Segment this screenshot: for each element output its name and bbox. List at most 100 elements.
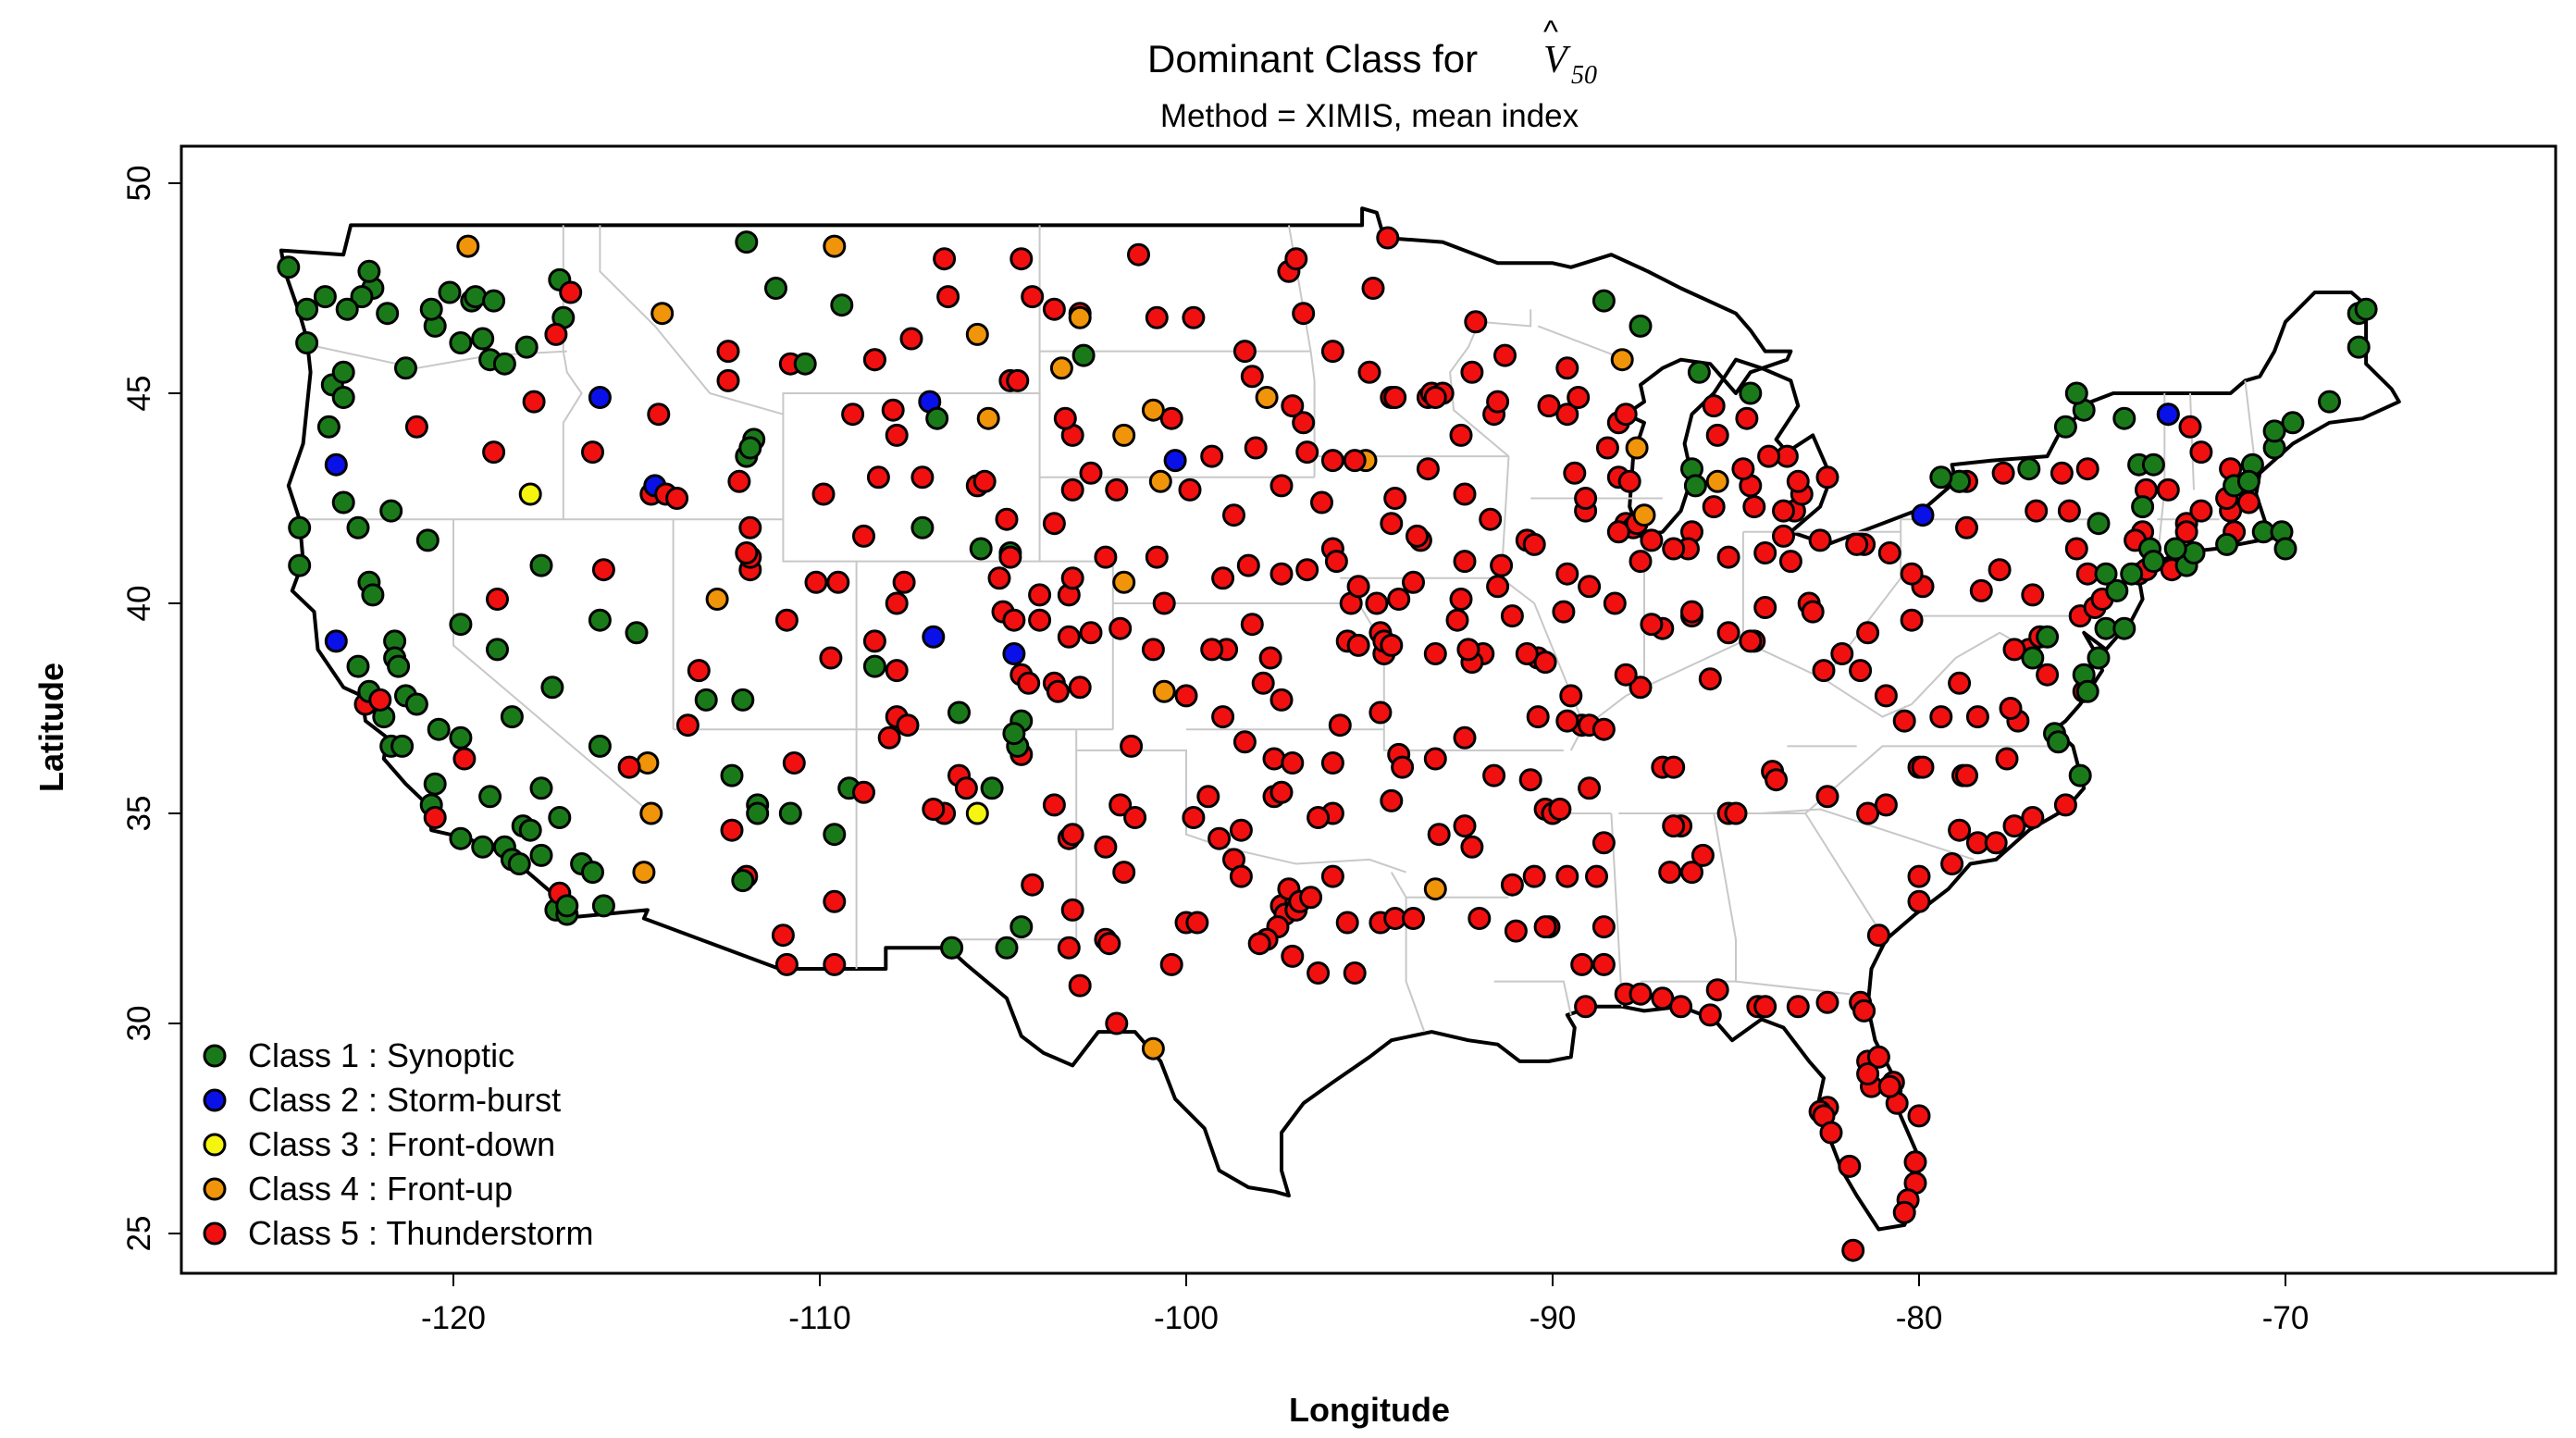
station-point [1595, 436, 1619, 460]
station-point [1017, 671, 1041, 695]
station-point [1504, 919, 1528, 943]
station-point [2236, 469, 2260, 493]
state-border [2189, 392, 2195, 490]
station-point [720, 763, 744, 787]
station-point [368, 688, 392, 712]
station-point [1900, 608, 1924, 632]
station-point [885, 591, 909, 615]
station-point [899, 327, 923, 351]
station-point [1680, 600, 1703, 624]
station-point [1346, 575, 1370, 599]
legend: Class 1 : Synoptic Class 2 : Storm-burst C… [203, 1036, 593, 1252]
station-point [1731, 457, 1755, 481]
station-point [1320, 449, 1344, 473]
station-point [1574, 995, 1598, 1019]
station-point [896, 713, 920, 738]
station-point [1555, 709, 1579, 733]
station-point [2057, 499, 2081, 523]
station-point [1423, 747, 1447, 771]
state-border [1493, 980, 1572, 1016]
station-point [1284, 247, 1308, 271]
station-point [2050, 461, 2074, 485]
station-point [1965, 705, 1989, 729]
station-point [940, 936, 964, 960]
station-point [1468, 907, 1492, 930]
station-point [1255, 386, 1279, 409]
station-point [877, 725, 901, 750]
station-point [2318, 390, 2341, 414]
station-point [1009, 915, 1034, 939]
station-point [1182, 806, 1206, 829]
station-point [2354, 297, 2378, 321]
station-point [478, 785, 502, 809]
station-point [1105, 477, 1129, 502]
chart-subtitle: Method = XIMIS, mean index [1160, 98, 1579, 134]
station-point [1724, 801, 1748, 825]
station-point [507, 852, 531, 875]
station-point [518, 482, 542, 506]
station-point [1522, 864, 1546, 888]
station-point [1258, 646, 1282, 670]
chart-title-hat: ^ [1543, 15, 1558, 50]
station-point [1877, 541, 1901, 564]
station-point [1002, 722, 1026, 746]
station-point [529, 553, 553, 577]
station-point [1548, 798, 1572, 821]
station-point [438, 280, 462, 304]
station-point [735, 541, 759, 564]
station-point [1112, 423, 1136, 447]
x-tick-label: -120 [421, 1300, 486, 1336]
station-point [1057, 936, 1081, 960]
station-point [1955, 763, 1978, 787]
state-border [944, 729, 1078, 941]
station-point [1229, 818, 1253, 842]
x-tick-label: -70 [2262, 1300, 2310, 1336]
station-point [632, 861, 656, 885]
x-axis-label: Longitude [1289, 1391, 1450, 1429]
station-point [2347, 335, 2371, 359]
station-point [1559, 684, 1583, 708]
station-point [1006, 368, 1030, 392]
station-point [1838, 1154, 1862, 1178]
station-point [774, 608, 799, 632]
station-point [2036, 625, 2060, 649]
station-point [2178, 415, 2202, 439]
station-point [1236, 553, 1260, 577]
station-point [1324, 550, 1348, 574]
state-border [1186, 728, 1564, 751]
legend-marker [203, 1133, 227, 1157]
state-border [1390, 872, 1509, 899]
station-point [1625, 436, 1649, 460]
state-border [1823, 631, 2030, 718]
station-point [1123, 806, 1147, 829]
station-point [987, 566, 1011, 590]
station-point [1567, 386, 1591, 409]
station-point [617, 755, 641, 779]
station-point [1948, 469, 1972, 493]
station-point [892, 570, 916, 594]
station-point [1845, 532, 1869, 556]
station-point [1380, 512, 1404, 536]
station-point [1526, 705, 1550, 729]
station-point [1281, 751, 1305, 775]
station-point [1533, 651, 1557, 675]
station-point [823, 952, 847, 976]
legend-marker [203, 1177, 227, 1201]
station-point [675, 713, 700, 738]
station-point [1815, 785, 1839, 809]
station-point [1585, 864, 1608, 888]
station-point [1376, 226, 1400, 250]
station-point [841, 403, 865, 427]
station-point [1042, 793, 1066, 817]
station-point [1482, 763, 1506, 787]
station-point [1629, 550, 1653, 574]
station-point [1662, 755, 1686, 779]
station-point [1874, 684, 1898, 708]
y-tick-label: 45 [121, 376, 157, 412]
station-point [1307, 961, 1331, 985]
station-point [529, 776, 553, 800]
station-point [1182, 305, 1206, 329]
station-point [324, 629, 348, 653]
station-point [720, 818, 744, 842]
